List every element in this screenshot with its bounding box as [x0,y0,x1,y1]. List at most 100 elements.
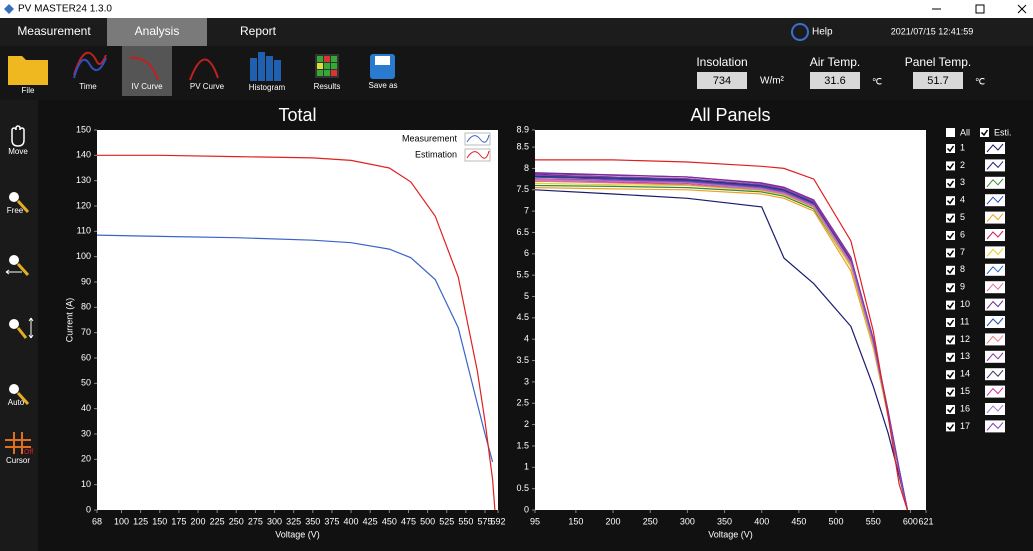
checkbox[interactable] [946,128,955,137]
x-axis-label: Voltage (V) [708,529,753,539]
zoom-icon[interactable] [9,192,30,214]
legend-label[interactable]: 9 [960,282,965,292]
sidebar-tool[interactable]: Auto [8,398,25,407]
menu-item[interactable]: Analysis [135,24,180,38]
legend-label[interactable]: 15 [960,386,970,396]
legend-label[interactable]: 16 [960,403,970,413]
restore-button[interactable] [975,4,985,14]
y-tick-label: 40 [81,403,91,413]
checkbox[interactable] [946,422,955,432]
save-icon [370,54,395,79]
tool-button[interactable]: Time [79,82,97,91]
checkbox[interactable] [946,178,955,188]
reading-value: 734 [713,75,731,87]
y-axis-label: Current (A) [64,298,74,343]
tool-button[interactable]: Results [314,82,341,91]
legend-label[interactable]: 5 [960,212,965,222]
check-mark [946,302,955,309]
legend-label[interactable]: 10 [960,299,970,309]
legend-swatch [985,176,1005,189]
time-icon [73,57,107,79]
y-tick-label: 10 [81,479,91,489]
checkbox[interactable] [946,352,955,362]
menu-item[interactable]: Report [240,24,277,38]
legend-label[interactable]: 2 [960,160,965,170]
window-title: PV MASTER24 1.3.0 [18,4,112,15]
tool-button[interactable]: PV Curve [190,82,225,91]
series-line [97,154,496,511]
legend-label[interactable]: Esti. [994,127,1012,137]
checkbox[interactable] [946,231,955,240]
checkbox[interactable] [946,265,955,275]
tool-button[interactable]: File [22,86,35,95]
x-tick-label: 350 [305,516,320,526]
check-mark [946,267,955,274]
checkbox[interactable] [946,370,955,380]
check-mark [946,336,955,344]
sidebar-tool[interactable]: Move [8,147,28,156]
close-button[interactable] [1017,4,1027,14]
legend-label[interactable]: 14 [960,369,970,379]
legend-label[interactable]: 17 [960,421,970,431]
x-tick-label: 150 [568,516,583,526]
checkbox[interactable] [946,161,955,171]
legend-label[interactable]: 11 [960,316,969,326]
y-tick-label: 2 [524,419,529,429]
x-tick-label: 575 [477,516,492,526]
help-button[interactable]: Help [812,27,833,38]
checkbox[interactable] [946,387,955,397]
y-tick-label: 90 [81,276,91,286]
toolbar [0,46,1033,100]
checkbox[interactable] [946,144,955,153]
checkbox[interactable] [946,196,955,206]
legend-label[interactable]: 7 [960,247,965,257]
legend-line [986,178,1004,188]
x-tick-label: 621 [918,516,933,526]
legend-line [986,161,1004,170]
sidebar-tool[interactable]: Cursor [6,456,30,465]
legend-label[interactable]: 1 [960,142,965,152]
checkbox[interactable] [946,300,955,310]
legend-label[interactable]: 6 [960,229,965,239]
zoom-x-icon[interactable] [5,255,30,277]
tool-button[interactable]: Save as [369,81,398,90]
y-tick-label: 5 [524,291,529,301]
checkbox[interactable] [946,213,955,223]
checkbox[interactable] [946,283,955,293]
tool-button[interactable]: Histogram [249,83,286,92]
checkbox[interactable] [946,318,955,327]
legend-swatch [985,159,1005,172]
cursor-icon[interactable] [5,432,31,454]
legend-label[interactable]: 3 [960,177,965,187]
reading-unit: ℃ [872,76,882,86]
legend-line [986,300,1004,309]
checkbox[interactable] [946,335,955,345]
legend-label[interactable]: 12 [960,334,970,344]
auto-icon[interactable] [9,384,30,406]
checkbox[interactable] [980,128,989,137]
zoom-y-icon[interactable] [9,317,34,339]
y-tick-label: 110 [77,226,91,236]
legend-label[interactable]: 4 [960,195,965,205]
legend-line [986,387,1004,396]
time-icon [73,51,107,76]
x-tick-label: 300 [680,516,695,526]
x-tick-label: 225 [210,516,225,526]
reading-label: Air Temp. [810,55,860,69]
series-line [96,234,494,463]
checkbox[interactable] [946,405,955,414]
panel-all-label[interactable]: All [960,127,970,137]
sidebar-tool[interactable]: Free [7,206,24,215]
checkbox[interactable] [946,248,955,258]
legend-line [986,265,1004,275]
plot-area [97,130,498,510]
legend-swatch [985,211,1005,224]
help-icon[interactable] [791,23,809,41]
menu-item[interactable]: Measurement [17,24,91,38]
legend-label[interactable]: 13 [960,351,970,361]
tool-button[interactable]: IV Curve [131,82,163,91]
x-tick-label: 500 [420,516,435,526]
move-icon[interactable] [11,125,25,147]
legend-label[interactable]: 8 [960,264,965,274]
check-mark [946,232,955,240]
